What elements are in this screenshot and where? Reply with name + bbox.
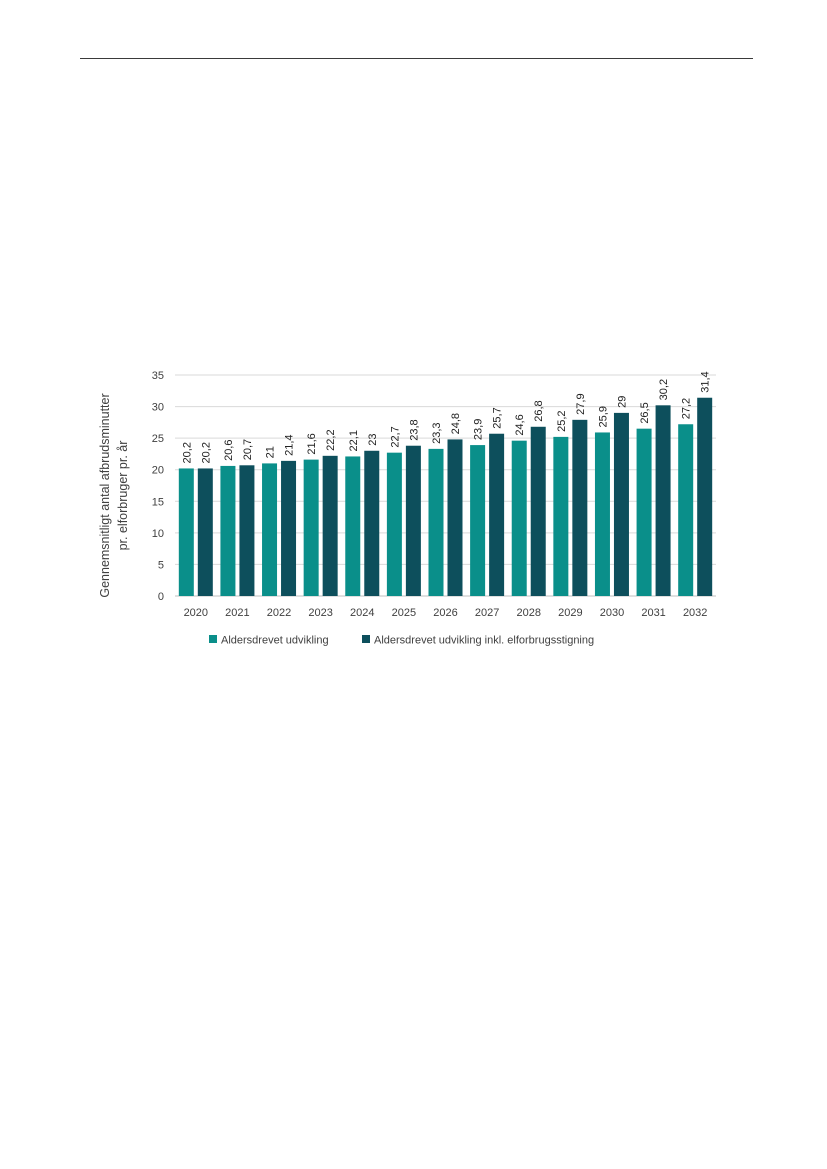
legend-label: Aldersdrevet udvikling <box>221 635 329 647</box>
data-label: 25,2 <box>556 410 568 431</box>
data-label: 26,5 <box>639 402 651 423</box>
data-label: 24,6 <box>514 414 526 435</box>
data-label: 21 <box>265 446 277 458</box>
data-labels: 20,2 20,2 20,6 20,7 21 21,4 21,6 22,2 22,1 23 22,7… <box>181 371 711 463</box>
x-tick-label: 2020 <box>184 607 208 619</box>
bar <box>262 463 278 596</box>
bar <box>220 465 236 596</box>
data-label: 23,3 <box>431 422 443 443</box>
data-label: 21,4 <box>284 434 296 455</box>
x-tick-label: 2028 <box>516 607 540 619</box>
header-rule <box>80 58 753 59</box>
x-tick-label: 2030 <box>600 607 624 619</box>
bar <box>178 468 194 596</box>
legend-swatch <box>209 635 217 643</box>
data-label: 23,8 <box>408 419 420 440</box>
y-axis-label: Gennemsnitligt antal afbrudsminutter pr. … <box>98 393 130 597</box>
bar <box>303 459 319 596</box>
data-label: 27,9 <box>575 393 587 414</box>
y-tick-label: 30 <box>152 402 164 414</box>
bars <box>178 397 713 596</box>
bar <box>470 445 486 596</box>
x-axis: 2020 2021 2022 2023 2024 2025 2026 2027 2028 2029… <box>184 607 708 619</box>
data-label: 31,4 <box>700 371 712 392</box>
x-tick-label: 2026 <box>433 607 457 619</box>
bar <box>511 440 527 596</box>
bar <box>197 468 213 596</box>
x-tick-label: 2027 <box>475 607 499 619</box>
y-tick-label: 20 <box>152 465 164 477</box>
y-axis-label-line: pr. elforbruger pr. år <box>116 441 130 551</box>
x-tick-label: 2032 <box>683 607 707 619</box>
data-label: 25,9 <box>597 406 609 427</box>
data-label: 20,2 <box>181 442 193 463</box>
data-label: 24,8 <box>450 413 462 434</box>
data-label: 22,2 <box>325 429 337 450</box>
x-tick-label: 2029 <box>558 607 582 619</box>
bar <box>281 460 297 596</box>
data-label: 20,6 <box>223 440 235 461</box>
y-axis-label-line: Gennemsnitligt antal afbrudsminutter <box>98 393 112 597</box>
y-tick-label: 10 <box>152 528 164 540</box>
data-label: 22,7 <box>389 426 401 447</box>
bar <box>572 419 588 596</box>
y-tick-label: 35 <box>152 370 164 382</box>
bar <box>447 439 463 596</box>
data-label: 21,6 <box>306 433 318 454</box>
bar <box>345 456 361 596</box>
bar <box>636 428 652 596</box>
bar <box>489 433 505 596</box>
x-tick-label: 2024 <box>350 607 374 619</box>
legend-label: Aldersdrevet udvikling inkl. elforbrugss… <box>374 635 594 647</box>
y-tick-label: 15 <box>152 496 164 508</box>
y-tick-label: 5 <box>158 559 164 571</box>
bar <box>697 397 713 596</box>
bar <box>405 445 421 596</box>
legend-swatch <box>362 635 370 643</box>
bar <box>678 424 694 596</box>
bar <box>613 412 629 596</box>
bar <box>428 448 444 596</box>
data-label: 23 <box>367 434 379 446</box>
bar <box>530 426 546 596</box>
data-label: 25,7 <box>492 407 504 428</box>
data-label: 26,8 <box>533 400 545 421</box>
bar <box>364 450 380 596</box>
data-label: 27,2 <box>681 398 693 419</box>
bar <box>322 455 338 596</box>
x-tick-label: 2023 <box>308 607 332 619</box>
x-tick-label: 2021 <box>225 607 249 619</box>
data-label: 20,7 <box>242 439 254 460</box>
x-tick-label: 2031 <box>641 607 665 619</box>
bar <box>594 432 610 596</box>
y-tick-label: 0 <box>158 591 164 603</box>
data-label: 29 <box>616 396 628 408</box>
y-tick-label: 25 <box>152 433 164 445</box>
data-label: 20,2 <box>200 442 212 463</box>
bar <box>553 436 569 596</box>
data-label: 23,9 <box>473 419 485 440</box>
legend: Aldersdrevet udvikling Aldersdrevet udvik… <box>209 635 594 647</box>
bar <box>239 465 255 596</box>
x-tick-label: 2025 <box>392 607 416 619</box>
x-tick-label: 2022 <box>267 607 291 619</box>
bar <box>386 452 402 596</box>
bar <box>655 405 671 596</box>
data-label: 30,2 <box>658 379 670 400</box>
data-label: 22,1 <box>348 430 360 451</box>
